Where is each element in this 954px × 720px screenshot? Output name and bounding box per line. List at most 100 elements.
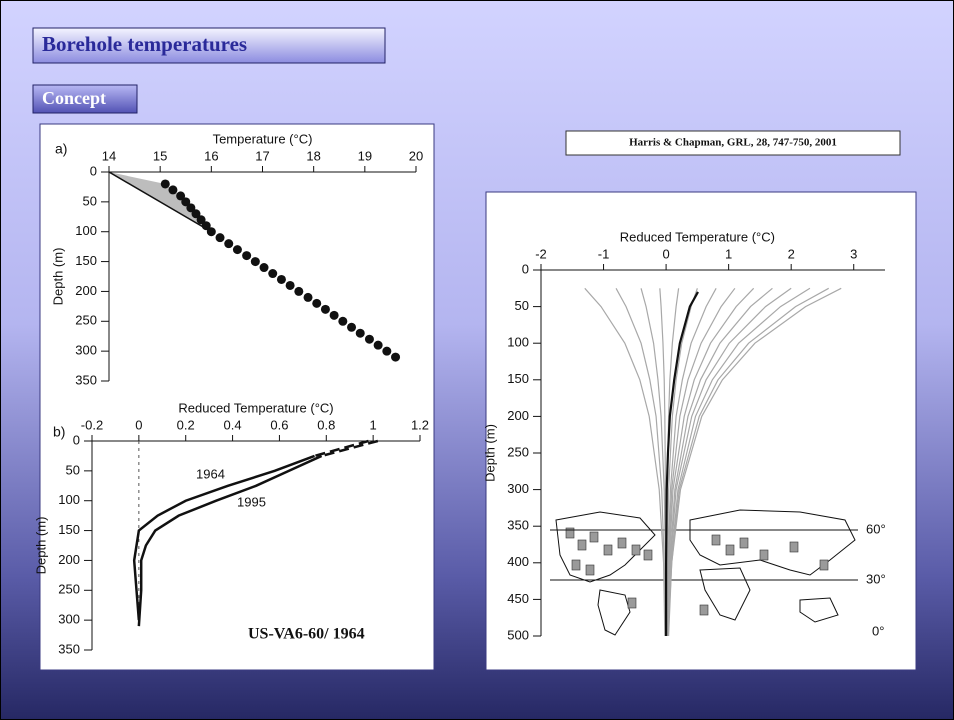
x-tick-label: 0.6 [270,417,288,432]
series-line [137,454,323,627]
x-tick-label: 15 [153,148,167,163]
y-tick-label: 450 [507,591,529,606]
profile-line [666,287,773,637]
x-axis-label: Reduced Temperature (°C) [178,400,333,415]
y-tick-label: 300 [75,343,97,358]
series-label: 1964 [196,466,225,481]
series-line [132,454,316,621]
data-point [320,304,330,314]
x-tick-label: 0.8 [317,417,335,432]
profile-line [666,288,717,637]
series-label: 1995 [237,494,266,509]
x-tick-label: 3 [850,246,857,261]
x-tick-label: 17 [255,148,269,163]
profile-line [667,287,811,637]
data-point [191,209,201,219]
y-tick-label: 200 [75,283,97,298]
y-tick-label: 250 [58,582,80,597]
data-point [355,328,365,338]
panel-right [485,191,917,671]
data-point [250,257,260,267]
y-tick-label: 100 [507,335,529,350]
data-point [347,322,357,332]
data-point [373,340,383,350]
y-tick-label: 150 [58,522,80,537]
data-point [285,280,295,290]
data-point [338,316,348,326]
x-tick-label: 19 [358,148,372,163]
y-tick-label: 200 [58,552,80,567]
y-axis-label: Depth (m) [482,424,497,482]
y-tick-label: 350 [58,641,80,656]
latitude-label: 0° [872,623,884,638]
y-tick-label: 50 [83,193,97,208]
x-tick-label: -1 [598,246,610,261]
y-tick-label: 100 [75,223,97,238]
profile-line [615,288,667,637]
data-point [294,286,304,296]
mean-line [664,291,699,636]
x-tick-label: -0.2 [81,417,103,432]
y-tick-label: 150 [75,253,97,268]
x-axis-label: Temperature (°C) [213,131,313,146]
citation: Harris & Chapman, GRL, 28, 747-750, 2001 [629,137,837,149]
x-tick-label: 0.2 [177,417,195,432]
y-tick-label: 200 [507,408,529,423]
profile-line [584,287,666,637]
annotation: US-VA6-60/ 1964 [248,626,365,643]
y-tick-label: 500 [507,627,529,642]
data-point [196,215,206,225]
data-point [160,179,170,189]
x-tick-label: -2 [535,246,547,261]
y-tick-label: 400 [507,554,529,569]
y-tick-label: 0 [90,163,97,178]
x-tick-label: 1 [370,417,377,432]
x-tick-label: 2 [788,246,795,261]
y-tick-label: 50 [66,462,80,477]
extrapolation-line [108,171,212,233]
x-axis-label: Reduced Temperature (°C) [620,229,775,244]
y-tick-label: 0 [522,261,529,276]
series-line [314,439,369,458]
x-tick-label: 20 [409,148,423,163]
panel-left [39,123,435,671]
profile-line [666,287,736,637]
data-point [242,251,252,261]
data-point [224,239,234,249]
y-tick-label: 100 [58,492,80,507]
data-point [303,292,313,302]
y-tick-label: 0 [73,432,80,447]
data-point [215,233,225,243]
title-box [32,27,386,64]
data-point [382,346,392,356]
y-axis-label: Depth (m) [50,248,65,306]
profile-line [666,288,698,637]
y-tick-label: 350 [75,372,97,387]
profile-line [666,287,755,637]
y-tick-label: 150 [507,371,529,386]
y-tick-label: 300 [507,481,529,496]
data-point [312,298,322,308]
data-point [181,197,191,207]
data-point [201,221,211,231]
y-tick-label: 350 [507,518,529,533]
data-point [364,334,374,344]
subtitle-box [32,84,138,114]
x-tick-label: 0 [662,246,669,261]
latitude-label: 60° [866,521,886,536]
x-tick-label: 1 [725,246,732,261]
data-point [232,245,242,255]
data-point [206,227,216,237]
x-tick-label: 14 [102,148,116,163]
slide-title: Borehole temperatures [42,32,247,56]
data-point [176,191,186,201]
y-axis-label: Depth (m) [33,517,48,575]
x-tick-label: 0 [135,417,142,432]
data-point [276,274,286,284]
panel-label: b) [53,424,65,440]
y-tick-label: 50 [515,298,529,313]
y-tick-label: 250 [75,313,97,328]
profile-line [667,287,842,637]
